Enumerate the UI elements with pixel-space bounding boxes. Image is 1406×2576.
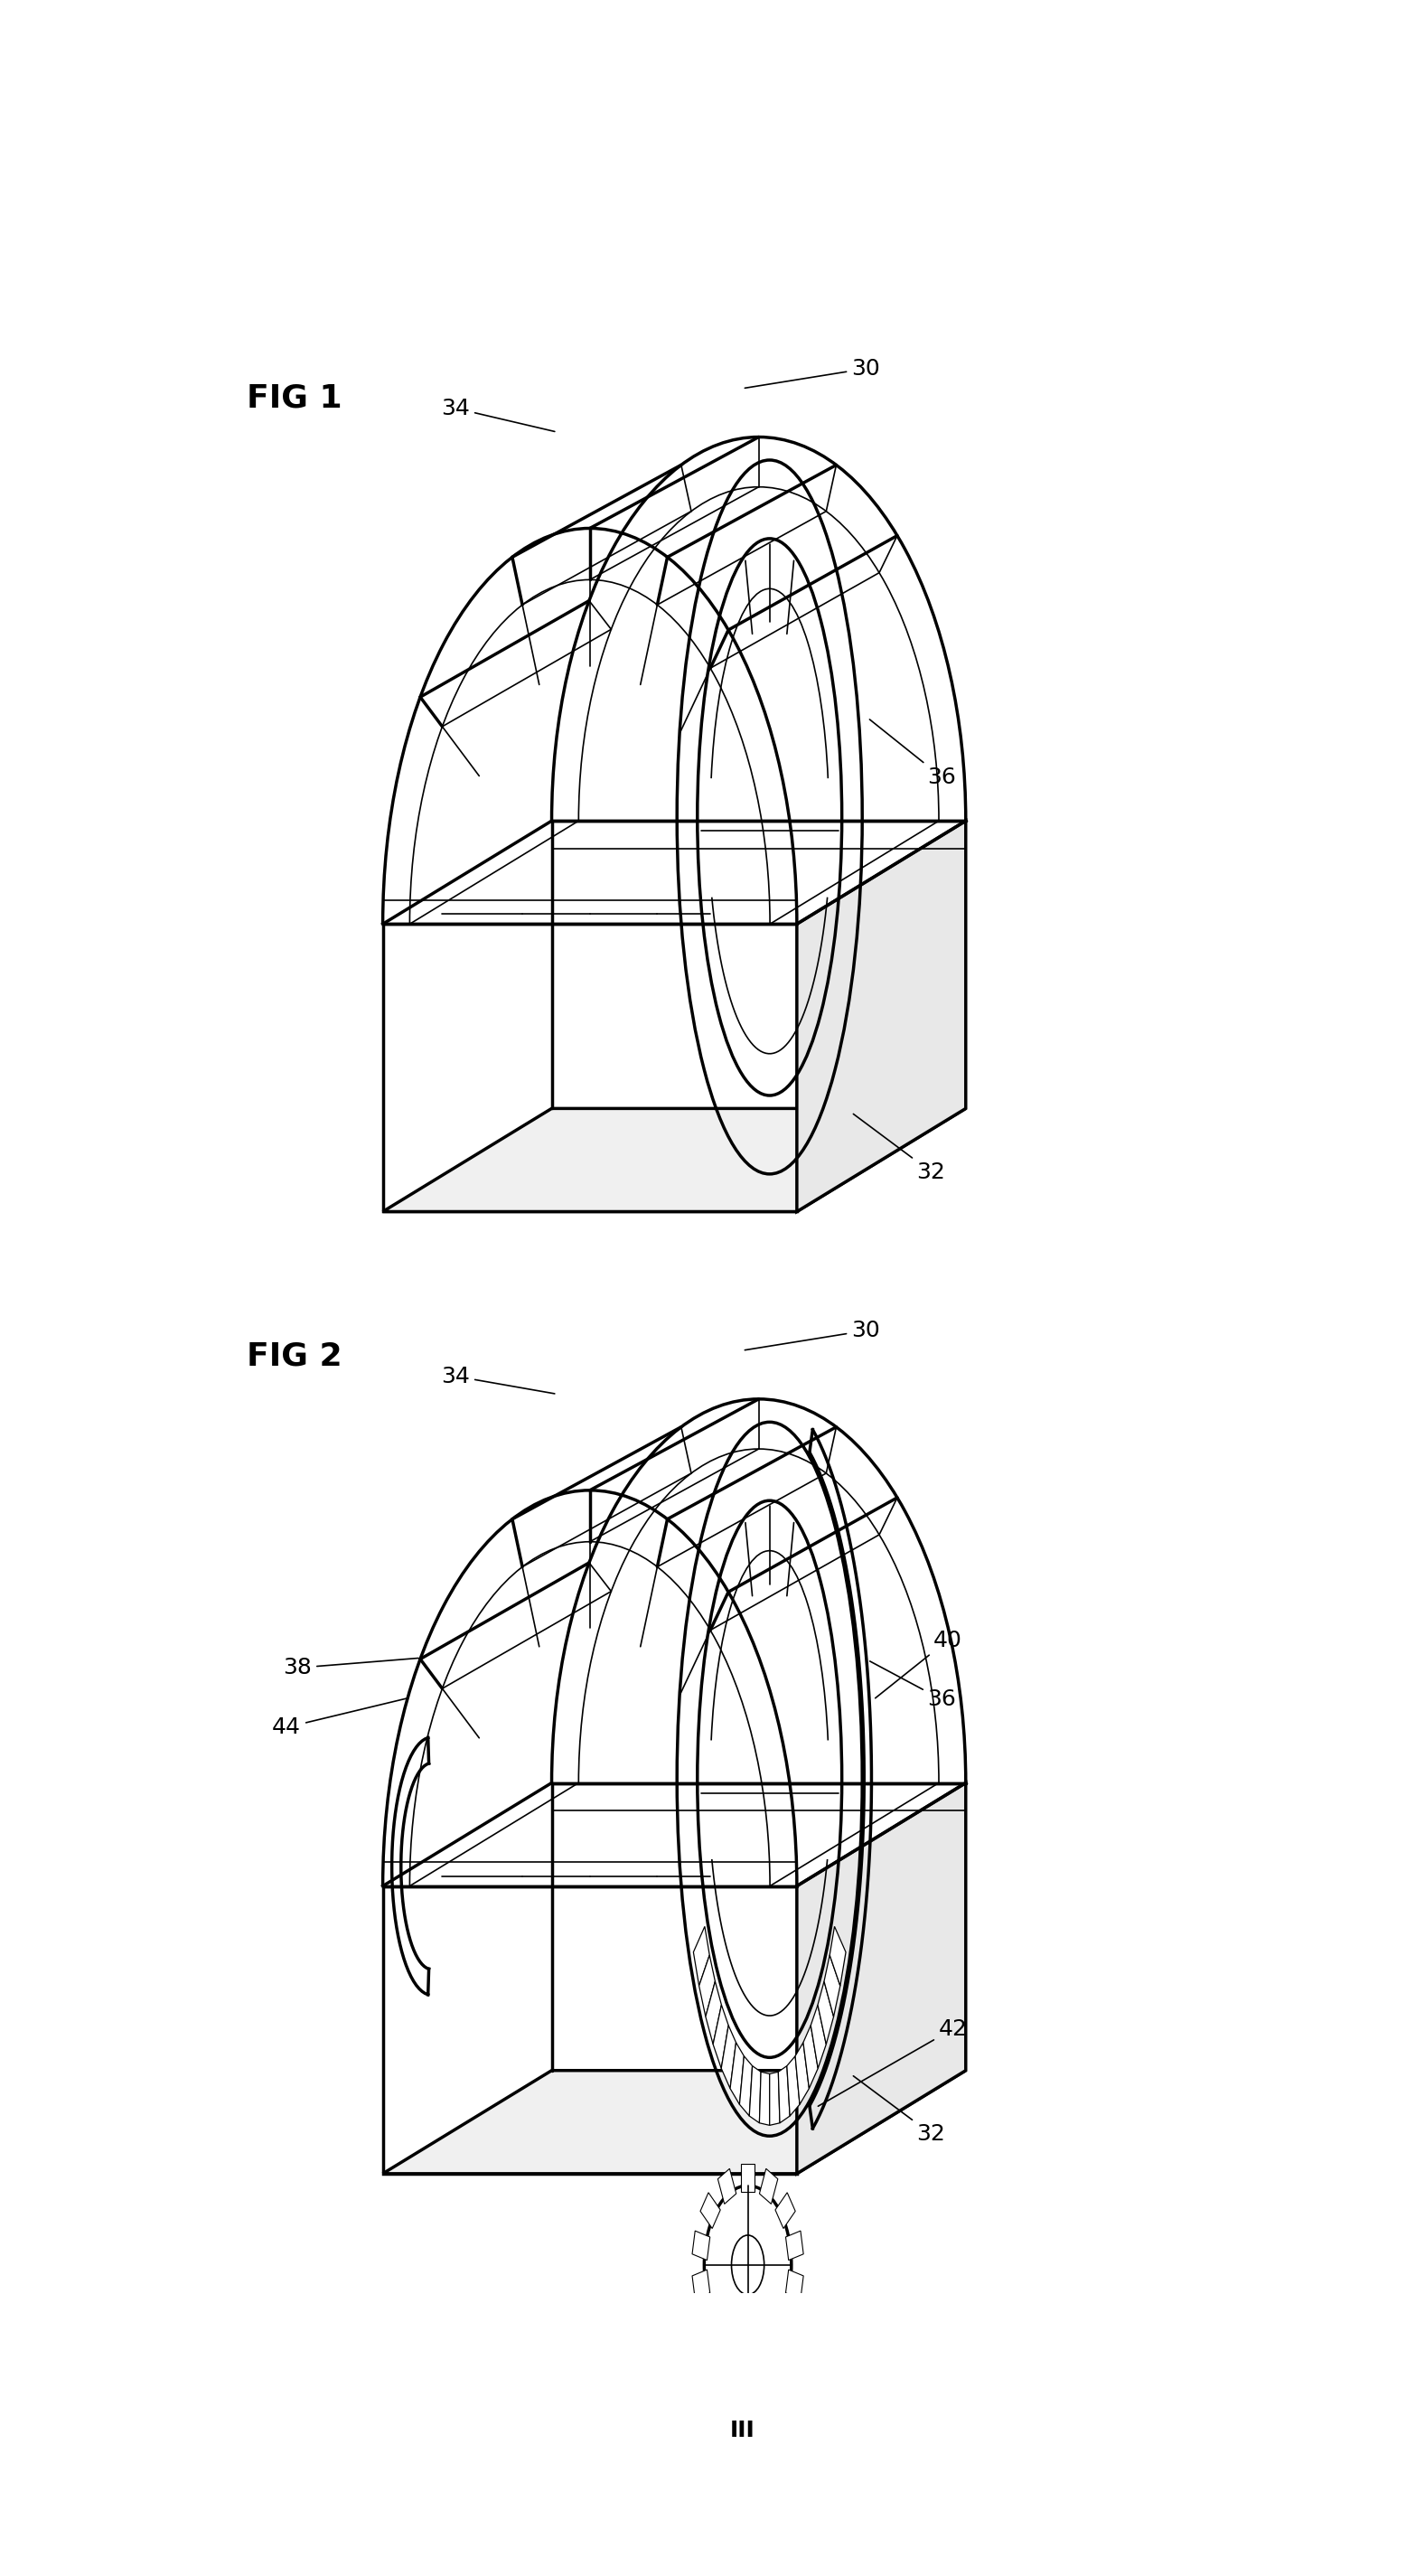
Text: 30: 30 bbox=[745, 1319, 880, 1350]
Polygon shape bbox=[700, 2192, 720, 2228]
Polygon shape bbox=[759, 2169, 778, 2205]
Polygon shape bbox=[786, 2269, 803, 2298]
Text: 38: 38 bbox=[283, 1656, 419, 1680]
Polygon shape bbox=[692, 2269, 710, 2298]
Polygon shape bbox=[818, 1981, 834, 2045]
Text: 36: 36 bbox=[870, 719, 956, 788]
Polygon shape bbox=[759, 2071, 769, 2125]
Polygon shape bbox=[718, 2169, 737, 2205]
Polygon shape bbox=[730, 2043, 744, 2105]
Polygon shape bbox=[699, 1955, 716, 2017]
Polygon shape bbox=[769, 2071, 780, 2125]
Text: 32: 32 bbox=[853, 1113, 945, 1182]
Polygon shape bbox=[382, 1108, 966, 1211]
Polygon shape bbox=[811, 2004, 827, 2069]
Circle shape bbox=[704, 2184, 792, 2344]
Polygon shape bbox=[775, 2300, 796, 2336]
Polygon shape bbox=[775, 2192, 796, 2228]
Polygon shape bbox=[706, 1981, 721, 2045]
Polygon shape bbox=[787, 2056, 800, 2115]
Text: 44: 44 bbox=[273, 1698, 408, 1739]
Polygon shape bbox=[797, 822, 966, 1211]
Polygon shape bbox=[741, 2339, 755, 2367]
Polygon shape bbox=[741, 2164, 755, 2192]
Text: FIG 2: FIG 2 bbox=[246, 1340, 342, 1370]
Text: 32: 32 bbox=[853, 2076, 945, 2146]
Polygon shape bbox=[713, 2004, 728, 2069]
Polygon shape bbox=[740, 2056, 752, 2115]
Text: 40: 40 bbox=[876, 1631, 962, 1698]
Text: FIG 1: FIG 1 bbox=[246, 381, 342, 412]
Polygon shape bbox=[721, 2025, 735, 2089]
Text: 34: 34 bbox=[441, 397, 555, 433]
Text: 42: 42 bbox=[818, 2017, 967, 2107]
Polygon shape bbox=[749, 2066, 761, 2123]
Polygon shape bbox=[382, 1886, 797, 2174]
Polygon shape bbox=[803, 2025, 818, 2089]
Text: 36: 36 bbox=[870, 1662, 956, 1710]
Polygon shape bbox=[700, 2300, 720, 2336]
Polygon shape bbox=[786, 2231, 803, 2259]
Polygon shape bbox=[797, 1783, 966, 2174]
Circle shape bbox=[731, 2236, 765, 2295]
Polygon shape bbox=[718, 2326, 737, 2362]
Text: 34: 34 bbox=[441, 1365, 554, 1394]
Polygon shape bbox=[759, 2326, 778, 2362]
Text: III: III bbox=[730, 2419, 755, 2442]
Polygon shape bbox=[779, 2066, 790, 2123]
Polygon shape bbox=[693, 1927, 710, 1986]
Polygon shape bbox=[796, 2043, 808, 2105]
Polygon shape bbox=[692, 2231, 710, 2259]
Polygon shape bbox=[382, 925, 797, 1211]
Polygon shape bbox=[824, 1955, 841, 2017]
Text: 30: 30 bbox=[745, 358, 880, 389]
Polygon shape bbox=[382, 2071, 966, 2174]
Polygon shape bbox=[830, 1927, 846, 1986]
